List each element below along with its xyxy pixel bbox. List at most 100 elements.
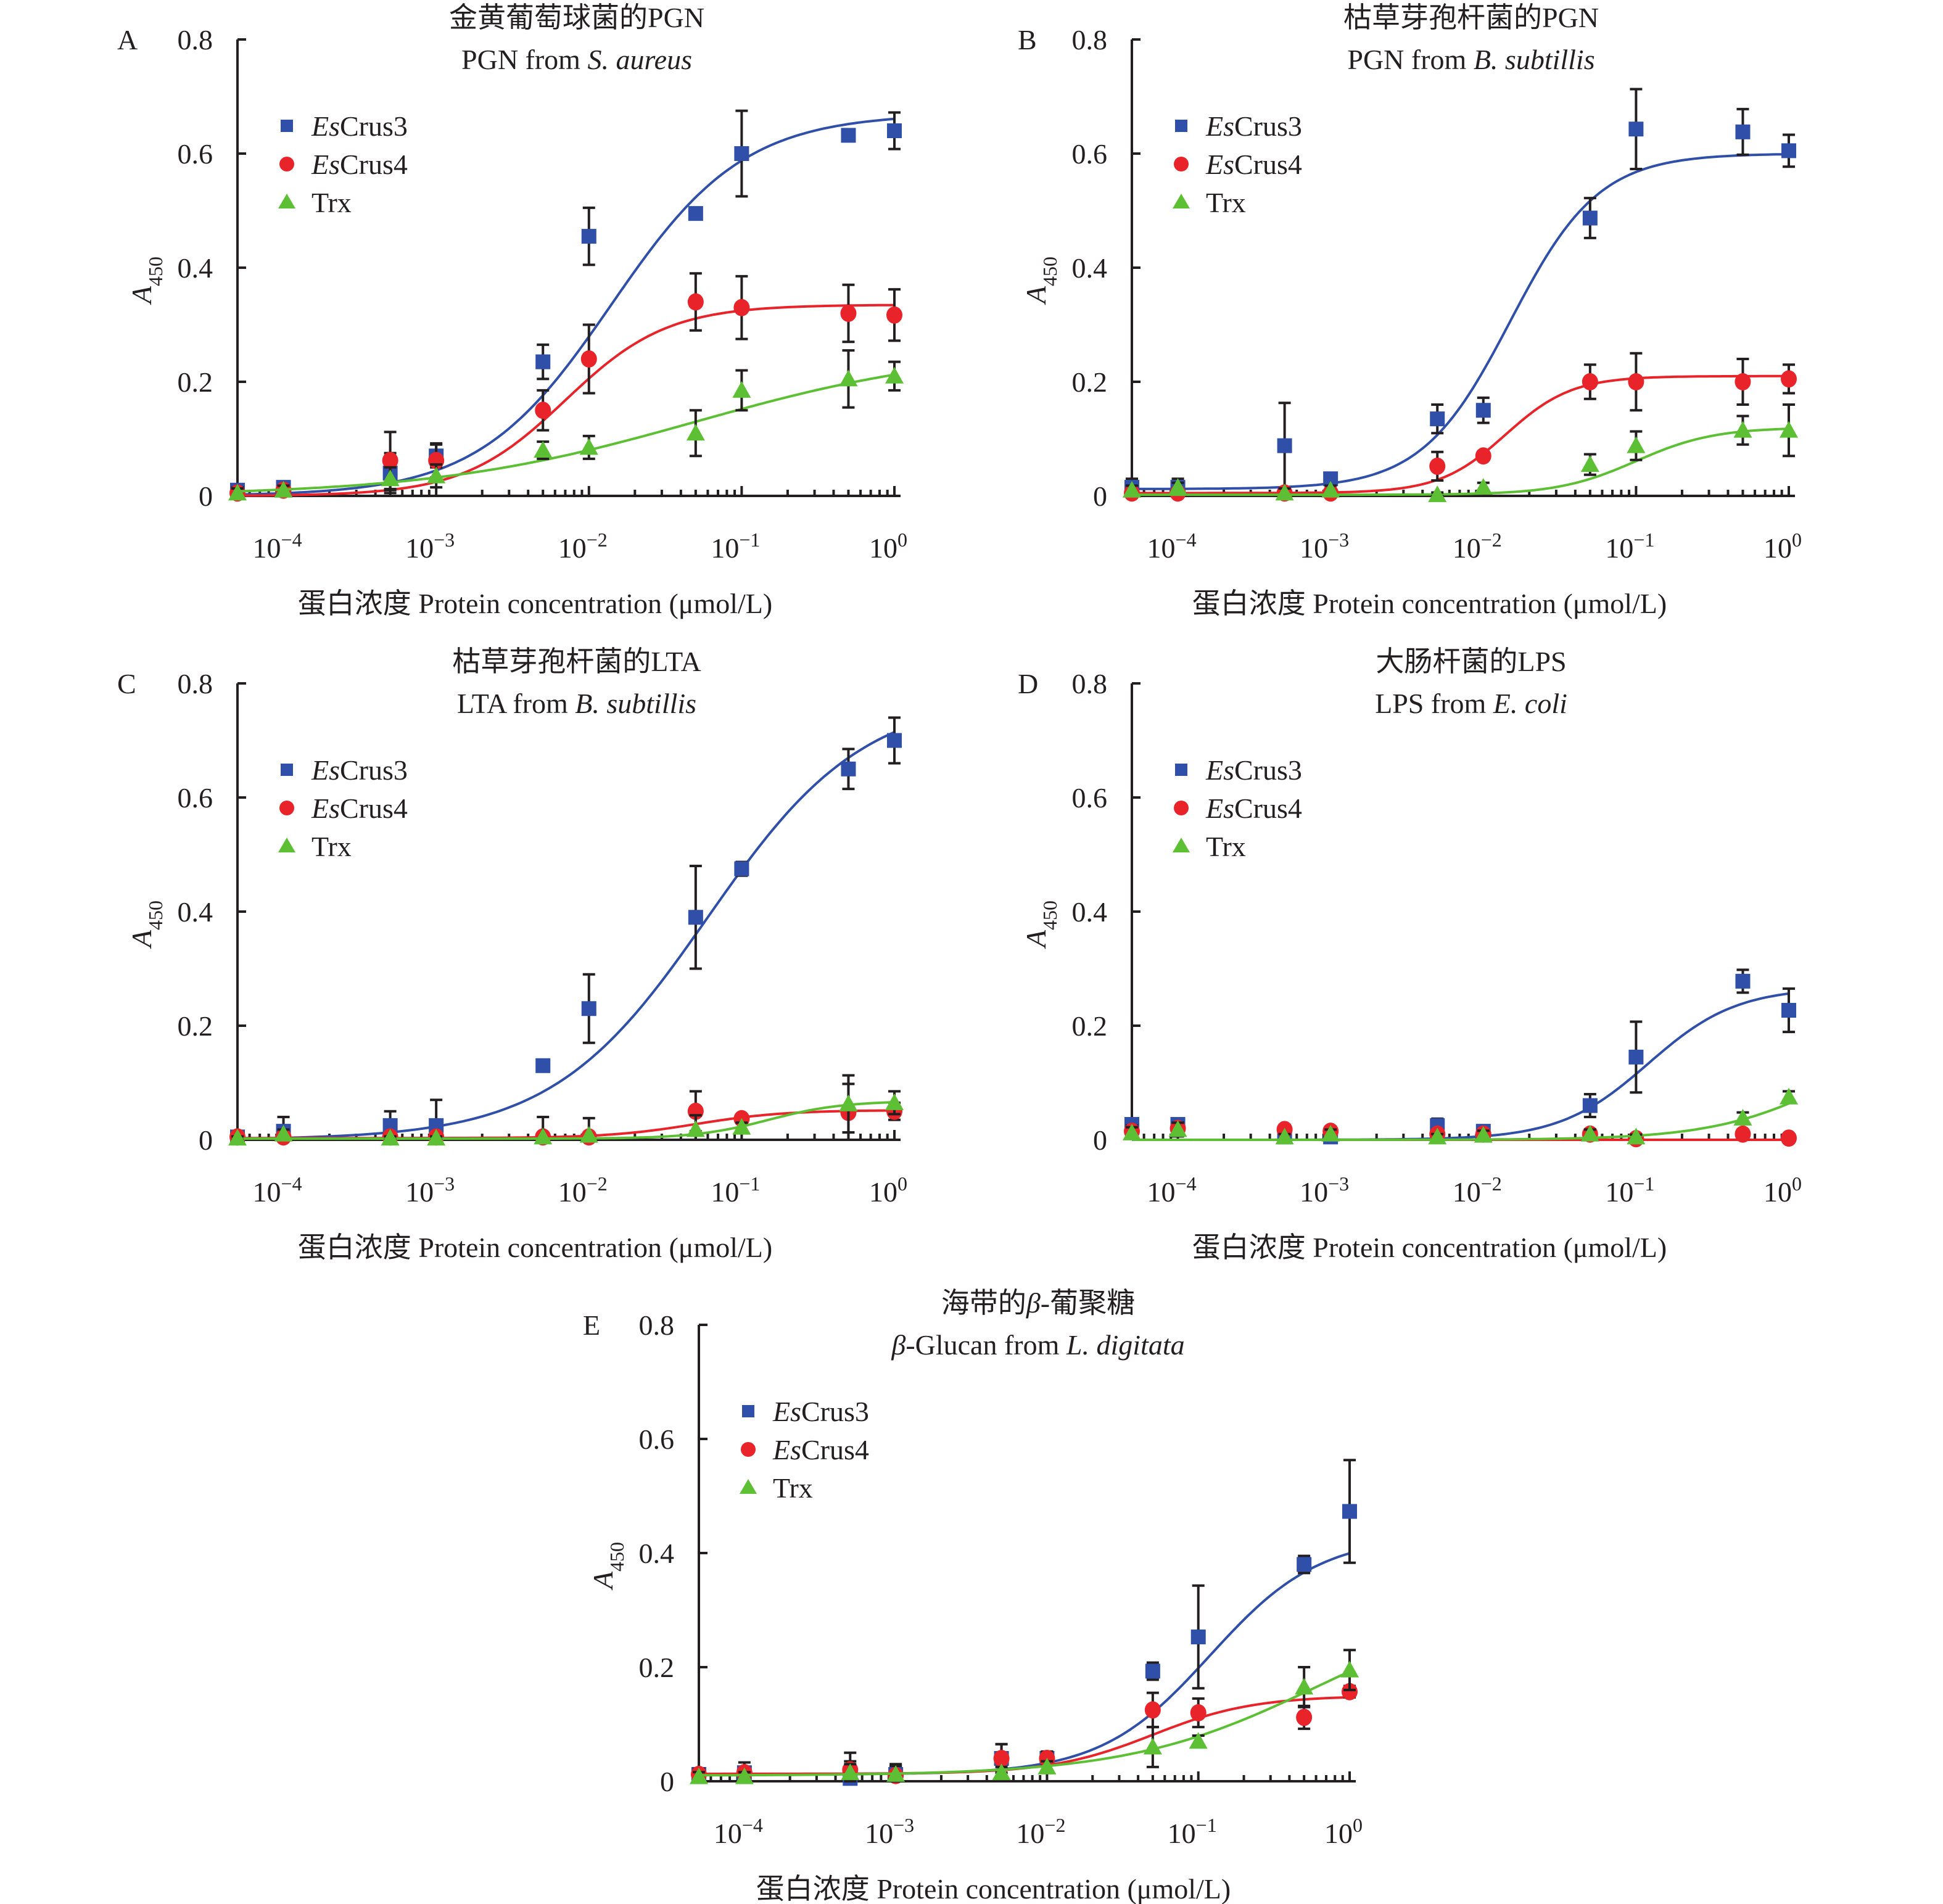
- data-point-triangle: [427, 1129, 446, 1146]
- data-point-triangle: [1123, 1123, 1141, 1140]
- x-axis-label: 蛋白浓度 Protein concentration (μmol/L): [298, 588, 772, 619]
- data-point-square: [1277, 438, 1292, 453]
- x-tick-label: 10−2: [558, 529, 608, 564]
- legend-label: EsCrus3: [772, 1396, 869, 1427]
- data-point-triangle: [1627, 1127, 1646, 1145]
- panel-title-cn: 枯草芽孢杆菌的PGN: [1343, 2, 1599, 33]
- data-point-circle: [1429, 457, 1446, 475]
- legend-marker-square: [1175, 764, 1187, 776]
- data-point-square: [1781, 1003, 1796, 1018]
- data-point-circle: [886, 306, 902, 324]
- data-point-triangle: [1321, 1124, 1340, 1142]
- panel-letter: E: [583, 1309, 600, 1341]
- x-tick-label: 100: [1324, 1814, 1363, 1849]
- data-point-triangle: [839, 1094, 858, 1111]
- legend-marker-circle: [279, 157, 294, 171]
- x-tick-label: 100: [1764, 1172, 1802, 1208]
- data-point-square: [1735, 973, 1751, 989]
- data-point-circle: [535, 402, 551, 419]
- x-tick-label: 10−3: [405, 1172, 455, 1208]
- panel-title-cn: 大肠杆菌的LPS: [1376, 646, 1566, 677]
- data-point-triangle: [1275, 1127, 1294, 1145]
- panel-title-cn: 枯草芽孢杆菌的LTA: [452, 646, 701, 677]
- y-tick-label: 0.4: [178, 252, 213, 284]
- legend-label: EsCrus3: [311, 754, 408, 786]
- data-point-triangle: [1340, 1660, 1359, 1678]
- y-tick-label: 0.6: [178, 138, 213, 170]
- data-point-square: [688, 206, 703, 221]
- data-point-triangle: [1143, 1737, 1162, 1755]
- fit-curve: [237, 731, 895, 1140]
- data-point-triangle: [686, 1120, 705, 1137]
- fit-curve: [237, 1101, 895, 1140]
- panel-title-en: PGN from S. aureus: [461, 44, 692, 75]
- legend-marker-circle: [1174, 801, 1189, 815]
- data-point-circle: [1735, 373, 1751, 390]
- legend-marker-triangle: [278, 838, 295, 852]
- x-tick-label: 10−2: [558, 1172, 608, 1208]
- data-point-square: [1297, 1557, 1312, 1572]
- panel-b: B 枯草芽孢杆菌的PGN PGN from B. subtillis 0 0.2 0.4 0…: [1018, 2, 1802, 619]
- x-tick-label: 10−3: [405, 529, 455, 564]
- data-point-triangle: [1189, 1732, 1208, 1749]
- x-tick-label: 10−4: [253, 1172, 302, 1208]
- x-tick-label: 10−2: [1016, 1814, 1065, 1849]
- x-tick-label: 10−3: [865, 1814, 914, 1849]
- fit-curve: [1132, 992, 1789, 1141]
- data-point-circle: [1190, 1704, 1207, 1721]
- legend-marker-circle: [279, 801, 294, 815]
- data-point-triangle: [1474, 1126, 1493, 1143]
- series-trx: Trx: [690, 1472, 1359, 1784]
- data-point-triangle: [1780, 421, 1798, 438]
- data-point-triangle: [274, 480, 293, 498]
- data-point-circle: [1475, 447, 1491, 465]
- panel-e: E 海带的β-葡聚糖 β-Glucan from L. digitata 0 0.2 0.…: [583, 1287, 1363, 1904]
- data-point-square: [734, 861, 749, 876]
- data-point-triangle: [1627, 436, 1646, 453]
- data-point-triangle: [732, 381, 751, 398]
- data-point-triangle: [686, 424, 705, 441]
- series-trx: Trx: [228, 831, 904, 1146]
- x-tick-label: 10−1: [1605, 529, 1654, 564]
- x-axis-label: 蛋白浓度 Protein concentration (μmol/L): [298, 1232, 772, 1263]
- data-point-circle: [1144, 1701, 1161, 1719]
- legend-marker-triangle: [1173, 194, 1190, 208]
- data-point-triangle: [427, 466, 446, 484]
- data-point-triangle: [534, 1127, 553, 1145]
- data-point-square: [887, 733, 902, 748]
- y-tick-label: 0.6: [639, 1424, 675, 1455]
- fit-curve: [699, 1696, 1350, 1775]
- data-point-circle: [1781, 1129, 1797, 1147]
- legend-label: EsCrus4: [311, 149, 408, 180]
- panel-title-cn: 金黄葡萄球菌的PGN: [449, 2, 704, 33]
- data-point-circle: [1735, 1125, 1751, 1143]
- y-tick-label: 0.2: [1072, 1010, 1108, 1042]
- data-point-triangle: [274, 1124, 293, 1142]
- data-point-triangle: [1168, 1120, 1187, 1137]
- data-point-square: [1475, 403, 1491, 418]
- data-point-triangle: [1580, 455, 1599, 472]
- legend-marker-triangle: [1173, 838, 1190, 852]
- y-tick-label: 0.6: [1072, 138, 1108, 170]
- data-point-square: [887, 123, 902, 138]
- fit-curve: [1132, 427, 1789, 497]
- data-point-triangle: [1038, 1757, 1057, 1774]
- data-point-triangle: [886, 1765, 905, 1782]
- panel-d: D 大肠杆菌的LPS LPS from E. coli 0 0.2 0.4 0.6 0.8 10…: [1018, 646, 1802, 1263]
- data-point-triangle: [735, 1767, 754, 1784]
- legend-marker-circle: [741, 1442, 756, 1457]
- panel-letter: B: [1018, 24, 1037, 56]
- fit-curve: [237, 303, 895, 497]
- y-tick-label: 0.8: [178, 24, 213, 56]
- legend-label: Trx: [1206, 187, 1246, 218]
- data-point-triangle: [1168, 478, 1187, 495]
- y-axis-label: A450: [1020, 900, 1061, 949]
- data-point-triangle: [1275, 484, 1294, 501]
- data-point-triangle: [381, 1129, 400, 1146]
- y-tick-label: 0.8: [1072, 668, 1108, 699]
- data-point-circle: [1781, 370, 1797, 388]
- legend-label: Trx: [311, 831, 352, 862]
- y-tick-label: 0.6: [1072, 782, 1108, 814]
- data-point-triangle: [1580, 1124, 1599, 1142]
- y-tick-label: 0.4: [178, 896, 213, 928]
